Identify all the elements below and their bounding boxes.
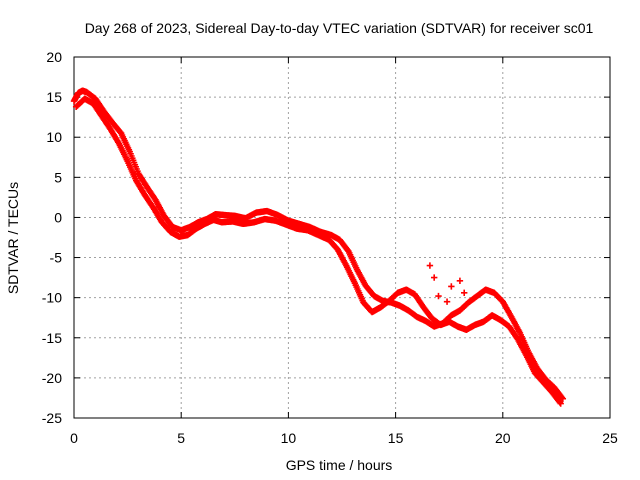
y-tick-label: 10 — [46, 129, 62, 145]
y-tick-label: -20 — [42, 370, 62, 386]
y-tick-label: -15 — [42, 330, 62, 346]
chart-title: Day 268 of 2023, Sidereal Day-to-day VTE… — [85, 20, 594, 36]
x-tick-label: 15 — [388, 430, 404, 446]
x-tick-label: 20 — [495, 430, 511, 446]
data-point — [435, 292, 442, 300]
y-tick-label: 15 — [46, 89, 62, 105]
plot-frame — [73, 56, 611, 419]
data-markers — [70, 87, 567, 407]
y-tick-label: -10 — [42, 290, 62, 306]
data-point — [556, 399, 564, 406]
x-axis-label: GPS time / hours — [286, 457, 393, 473]
data-point — [559, 395, 567, 402]
x-tick-label: 10 — [281, 430, 297, 446]
data-point — [557, 400, 564, 407]
tick-labels: 0 5 10 15 20 25 20 15 10 5 0 -5 -10 -15 -20 -25 — [42, 49, 618, 446]
x-tick-label: 0 — [70, 430, 78, 446]
data-point — [443, 298, 451, 305]
data-point — [430, 274, 438, 281]
y-tick-label: -25 — [42, 410, 62, 426]
data-point — [426, 262, 434, 269]
y-tick-label: -5 — [50, 250, 63, 266]
y-tick-label: 20 — [46, 49, 62, 65]
data-point — [448, 283, 455, 290]
data-point — [558, 394, 566, 401]
y-axis-label: SDTVAR / TECUs — [5, 182, 21, 294]
data-point — [461, 289, 468, 297]
y-tick-label: 5 — [54, 169, 62, 185]
data-point — [456, 277, 464, 285]
x-tick-label: 25 — [602, 430, 618, 446]
y-tick-label: 0 — [54, 209, 62, 225]
x-tick-label: 5 — [177, 430, 185, 446]
